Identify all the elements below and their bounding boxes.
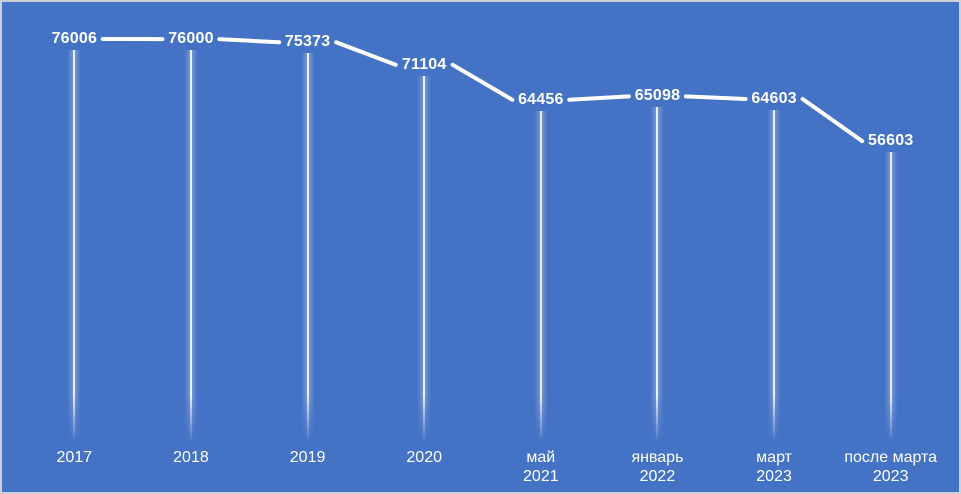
data-label: 64603 — [751, 90, 797, 108]
category-label: март 2023 — [756, 448, 792, 486]
category-label: май 2021 — [523, 448, 559, 486]
category-label: 2020 — [406, 448, 442, 467]
category-label: после марта 2023 — [844, 448, 937, 486]
drop-line-core — [306, 53, 309, 439]
data-label: 65098 — [634, 87, 681, 105]
category-label-line: 2019 — [289, 449, 326, 466]
category-label-line: 2020 — [406, 449, 442, 466]
category-label-line: 2021 — [523, 468, 559, 485]
data-label: 71104 — [401, 55, 447, 73]
drop-line-core — [539, 110, 542, 439]
drop-line-core — [773, 110, 776, 439]
drop-line-bar — [67, 50, 82, 443]
drop-line-core — [423, 75, 426, 439]
drop-line-core — [73, 50, 76, 439]
drop-line-bar — [183, 50, 198, 443]
category-label: 2019 — [290, 448, 326, 467]
data-label: 64456 — [518, 90, 564, 108]
category-label-line: май — [526, 449, 556, 466]
category-label-line: 2017 — [56, 449, 93, 466]
drop-line-bar — [767, 110, 782, 443]
category-label-line: январь — [631, 449, 684, 466]
drop-line-core — [656, 107, 659, 439]
drop-line-bar — [650, 107, 665, 443]
data-label: 56603 — [867, 132, 914, 150]
category-label: январь 2022 — [631, 448, 683, 486]
data-label: 76000 — [168, 30, 214, 48]
category-label-line: 2022 — [639, 468, 676, 485]
drop-line-core — [889, 152, 892, 439]
category-label-line: после марта — [844, 449, 938, 466]
data-label: 75373 — [284, 33, 331, 51]
drop-line-bar — [300, 53, 315, 443]
category-label-line: март — [756, 449, 792, 466]
drop-line-bar — [883, 152, 898, 443]
category-label-line: 2018 — [173, 449, 209, 466]
category-label-line: 2023 — [756, 468, 792, 485]
category-label: 2017 — [57, 448, 93, 467]
drop-line-core — [189, 50, 192, 439]
drop-line-bar — [533, 110, 548, 443]
category-label: 2018 — [173, 448, 209, 467]
drop-line-bar — [417, 75, 432, 443]
category-label-line: 2023 — [872, 468, 909, 485]
data-label: 76006 — [51, 30, 98, 48]
